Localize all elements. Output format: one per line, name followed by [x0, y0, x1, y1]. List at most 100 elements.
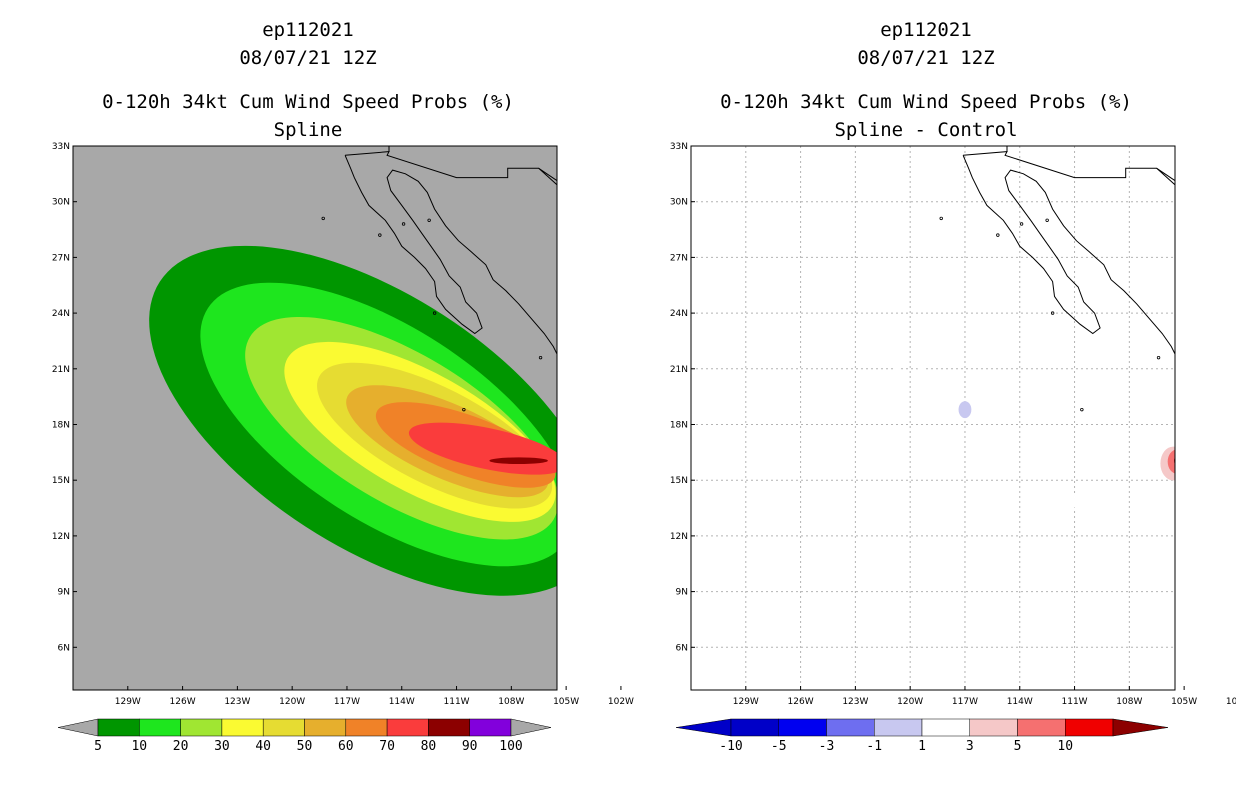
colorbar-segment	[304, 718, 347, 737]
left-product-title: 0-120h 34kt Cum Wind Speed Probs (%)	[102, 91, 514, 113]
colorbar-label: -1	[866, 739, 882, 754]
island	[401, 222, 406, 226]
colorbar-under-arrow	[57, 718, 99, 737]
colorbar-label: 5	[1014, 739, 1022, 754]
colorbar-segment	[730, 718, 779, 737]
island	[1080, 407, 1084, 412]
diff-blob-1	[936, 336, 950, 354]
plot-area	[149, 146, 557, 596]
x-tick-label: 114W	[1007, 697, 1033, 707]
x-tick-label: 120W	[279, 697, 305, 707]
left-datetime: 08/07/21 12Z	[239, 47, 377, 69]
island	[462, 407, 466, 412]
coastline	[344, 155, 557, 356]
colorbar-label: 60	[338, 739, 354, 754]
right-subtitle: Spline - Control	[834, 119, 1018, 141]
y-tick-label: 33N	[52, 142, 70, 152]
coastline	[962, 155, 1175, 356]
y-tick-label: 15N	[52, 476, 70, 486]
x-tick-label: 102W	[1226, 697, 1236, 707]
colorbar-label: 3	[966, 739, 974, 754]
colorbar-label: -10	[719, 739, 742, 754]
colorbar-segment	[778, 718, 827, 737]
colorbar-under-arrow	[675, 718, 732, 737]
x-tick-label: 117W	[952, 697, 978, 707]
diff-blob-1	[885, 345, 899, 363]
island	[432, 311, 437, 315]
x-tick-label: 123W	[842, 697, 868, 707]
plot-background	[691, 146, 1175, 690]
island	[538, 355, 543, 360]
y-tick-label: 9N	[676, 588, 688, 598]
x-tick-label: 105W	[1171, 697, 1197, 707]
colorbar-label: 80	[421, 739, 437, 754]
colorbar-over-arrow	[510, 718, 552, 737]
colorbar-label: 70	[379, 739, 395, 754]
panel-2: 129W 126W 123W 120W 117W 114W 111W 108W 105W 102W…	[670, 142, 1236, 754]
colorbar-segment	[139, 718, 181, 737]
colorbar-segment	[874, 718, 923, 737]
left-storm-id: ep112021	[262, 19, 354, 41]
island	[321, 216, 325, 221]
y-tick-label: 12N	[670, 532, 688, 542]
colorbar-segment	[262, 718, 305, 737]
colorbar-label: -5	[771, 739, 787, 754]
right-storm-id: ep112021	[880, 19, 972, 41]
colorbar: 5 10 20 30 40 50 60 70 80 90 100	[57, 718, 552, 754]
diff-blob--1	[958, 401, 972, 419]
x-tick-label: 126W	[788, 697, 814, 707]
colorbar-label: -3	[819, 739, 835, 754]
y-tick-label: 9N	[58, 588, 70, 598]
x-tick-label: 129W	[115, 697, 141, 707]
left-subtitle: Spline	[273, 119, 343, 141]
x-tick-label: 102W	[608, 697, 634, 707]
diff-blob-1	[1071, 492, 1085, 510]
colorbar-label: 30	[214, 739, 230, 754]
contour-80	[489, 457, 548, 465]
colorbar-segment	[469, 718, 512, 737]
island	[1045, 218, 1049, 222]
x-tick-label: 126W	[170, 697, 196, 707]
diff-blob-1	[975, 427, 988, 445]
x-tick-label: 108W	[498, 697, 524, 707]
island	[939, 216, 943, 221]
diff-blob-1	[914, 352, 928, 370]
y-tick-label: 18N	[52, 420, 70, 430]
colorbar-label: 5	[94, 739, 102, 754]
colorbar-label: 90	[462, 739, 478, 754]
y-tick-label: 24N	[52, 309, 70, 319]
y-tick-label: 6N	[58, 643, 70, 653]
x-tick-label: 117W	[334, 697, 360, 707]
island	[1019, 222, 1024, 226]
colorbar-segment	[1017, 718, 1066, 737]
colorbar-label: 50	[297, 739, 313, 754]
colorbar-label: 20	[173, 739, 189, 754]
country-border	[345, 151, 557, 186]
colorbar-label: 100	[499, 739, 522, 754]
island	[996, 233, 1000, 237]
x-tick-label: 120W	[897, 697, 923, 707]
right-product-title: 0-120h 34kt Cum Wind Speed Probs (%)	[720, 91, 1132, 113]
x-tick-label: 108W	[1116, 697, 1142, 707]
colorbar-segment	[1065, 718, 1114, 737]
panel-1: 129W 126W 123W 120W 117W 114W 111W 108W 105W 102W…	[52, 142, 634, 754]
y-tick-label: 27N	[52, 253, 70, 263]
x-tick-label: 114W	[389, 697, 415, 707]
colorbar-segment	[921, 718, 970, 737]
right-panel-titles: ep112021 08/07/21 12Z 0-120h 34kt Cum Wi…	[626, 16, 1226, 144]
plot-frame	[72, 145, 558, 691]
y-tick-label: 21N	[52, 365, 70, 375]
island	[1156, 355, 1161, 360]
diff-blob-5	[1167, 449, 1175, 474]
left-panel-titles: ep112021 08/07/21 12Z 0-120h 34kt Cum Wi…	[8, 16, 608, 144]
colorbar-segment	[826, 718, 875, 737]
right-datetime: 08/07/21 12Z	[857, 47, 995, 69]
x-tick-label: 111W	[444, 697, 470, 707]
island	[427, 218, 431, 222]
colorbar-segment	[345, 718, 388, 737]
x-tick-label: 123W	[224, 697, 250, 707]
colorbar-over-arrow	[1112, 718, 1169, 737]
colorbar-segment	[386, 718, 429, 737]
plot-frame	[690, 145, 1176, 691]
